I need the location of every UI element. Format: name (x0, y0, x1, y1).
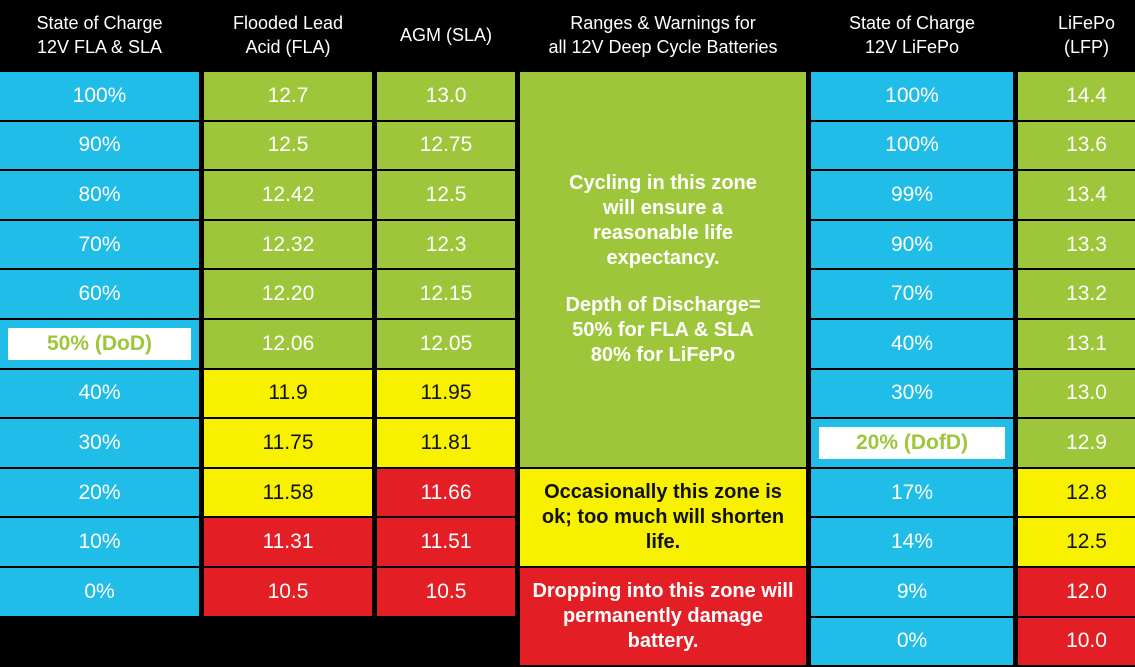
agm-voltage-cell: 10.5 (377, 567, 515, 616)
zone-warning: Occasionally this zone is ok; too much w… (520, 468, 806, 566)
lfp-voltage-cell: 12.5 (1018, 518, 1135, 566)
soc-fla-cell: 70% (0, 220, 199, 269)
fla-voltage-cell: 12.7 (204, 72, 372, 120)
fla-voltage-cell: 11.75 (204, 419, 372, 467)
fla-voltage-cell: 12.20 (204, 270, 372, 318)
soc-lfp-cell: 100% (811, 121, 1013, 170)
header-fla: Flooded Lead Acid (FLA) (204, 0, 372, 70)
lfp-dod-label: 20% (DofD) (817, 425, 1007, 461)
agm-voltage-cell: 11.95 (377, 369, 515, 418)
empty-filler (0, 617, 515, 666)
soc-lfp-cell: 99% (811, 171, 1013, 219)
lfp-voltage-cell: 10.0 (1018, 617, 1135, 666)
lfp-voltage-cell: 12.0 (1018, 567, 1135, 616)
lfp-voltage-cell: 13.4 (1018, 171, 1135, 219)
agm-voltage-cell: 12.3 (377, 220, 515, 269)
lfp-voltage-cell: 12.8 (1018, 468, 1135, 517)
lfp-voltage-cell: 13.3 (1018, 220, 1135, 269)
fla-voltage-cell: 12.5 (204, 121, 372, 170)
soc-lfp-cell: 9% (811, 567, 1013, 616)
soc-fla-cell: 0% (0, 567, 199, 616)
agm-voltage-cell: 12.05 (377, 319, 515, 368)
zone-normal: Cycling in this zone will ensure a reaso… (520, 72, 806, 467)
soc-fla-dod-cell: 50% (DoD) (0, 319, 199, 368)
lfp-voltage-cell: 13.6 (1018, 121, 1135, 170)
fla-voltage-cell: 10.5 (204, 567, 372, 616)
header-lfp: LiFePo (LFP) (1018, 0, 1135, 70)
soc-fla-cell: 90% (0, 121, 199, 170)
soc-lfp-cell: 14% (811, 518, 1013, 566)
soc-lfp-cell: 70% (811, 270, 1013, 318)
soc-lfp-cell: 30% (811, 369, 1013, 418)
fla-voltage-cell: 11.31 (204, 518, 372, 566)
zone-normal-text-1: Cycling in this zone will ensure a reaso… (569, 171, 757, 269)
agm-voltage-cell: 11.66 (377, 468, 515, 517)
lfp-voltage-cell: 14.4 (1018, 72, 1135, 120)
soc-fla-cell: 40% (0, 369, 199, 418)
soc-lfp-cell: 17% (811, 468, 1013, 517)
agm-voltage-cell: 11.51 (377, 518, 515, 566)
soc-fla-cell: 10% (0, 518, 199, 566)
header-soc-fla: State of Charge 12V FLA & SLA (0, 0, 199, 70)
fla-voltage-cell: 12.32 (204, 220, 372, 269)
lfp-voltage-cell: 13.1 (1018, 319, 1135, 368)
lfp-voltage-cell: 13.2 (1018, 270, 1135, 318)
lfp-voltage-cell: 12.9 (1018, 419, 1135, 467)
fla-voltage-cell: 12.06 (204, 319, 372, 368)
zone-danger: Dropping into this zone will permanently… (520, 567, 806, 666)
agm-voltage-cell: 13.0 (377, 72, 515, 120)
agm-voltage-cell: 12.5 (377, 171, 515, 219)
fla-dod-label: 50% (DoD) (6, 325, 193, 362)
header-agm: AGM (SLA) (377, 0, 515, 70)
soc-fla-cell: 100% (0, 72, 199, 120)
agm-voltage-cell: 11.81 (377, 419, 515, 467)
fla-voltage-cell: 11.9 (204, 369, 372, 418)
soc-lfp-cell: 40% (811, 319, 1013, 368)
soc-lfp-cell: 0% (811, 617, 1013, 666)
lfp-voltage-cell: 13.0 (1018, 369, 1135, 418)
soc-lfp-dod-cell: 20% (DofD) (811, 419, 1013, 467)
agm-voltage-cell: 12.15 (377, 270, 515, 318)
soc-lfp-cell: 90% (811, 220, 1013, 269)
soc-fla-cell: 30% (0, 419, 199, 467)
fla-voltage-cell: 12.42 (204, 171, 372, 219)
agm-voltage-cell: 12.75 (377, 121, 515, 170)
soc-fla-cell: 60% (0, 270, 199, 318)
soc-fla-cell: 20% (0, 468, 199, 517)
soc-lfp-cell: 100% (811, 72, 1013, 120)
header-soc-lfp: State of Charge 12V LiFePo (811, 0, 1013, 70)
zone-normal-text-2: Depth of Discharge= 50% for FLA & SLA 80… (565, 293, 761, 366)
fla-voltage-cell: 11.58 (204, 468, 372, 517)
soc-fla-cell: 80% (0, 171, 199, 219)
header-ranges: Ranges & Warnings for all 12V Deep Cycle… (520, 0, 806, 70)
